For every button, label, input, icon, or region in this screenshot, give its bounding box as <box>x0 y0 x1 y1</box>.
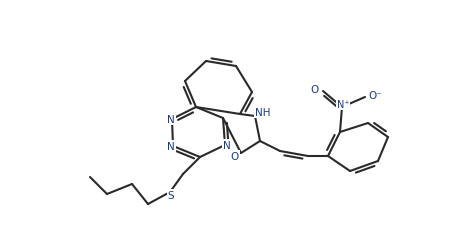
Text: N⁺: N⁺ <box>336 99 349 110</box>
Text: O: O <box>230 151 239 161</box>
Text: N: N <box>167 141 175 151</box>
Text: S: S <box>167 190 174 200</box>
Text: O: O <box>310 85 318 94</box>
Text: N: N <box>223 140 230 150</box>
Text: NH: NH <box>255 108 270 117</box>
Text: O⁻: O⁻ <box>367 91 381 101</box>
Text: N: N <box>167 115 175 124</box>
